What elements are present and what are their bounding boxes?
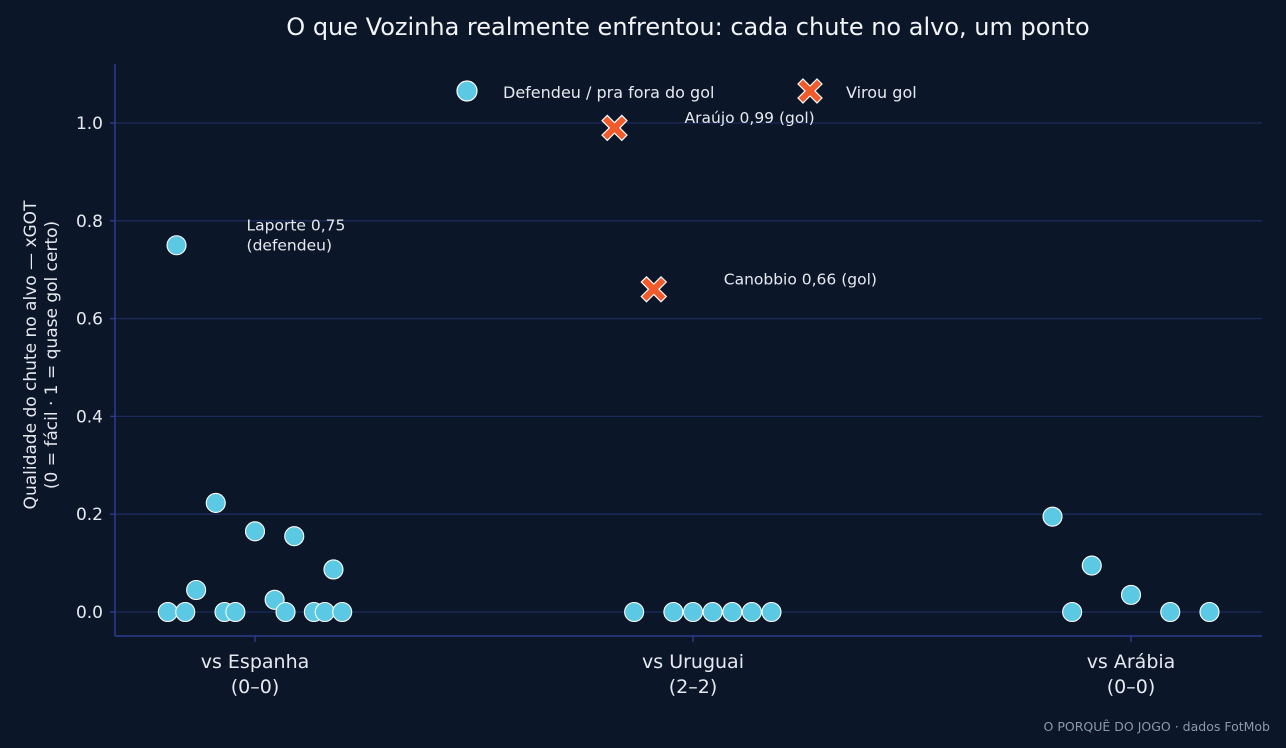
point-saved [722, 601, 743, 623]
point-saved [624, 601, 645, 623]
point-saved [314, 601, 335, 623]
x-category-label: vs Arábia [1087, 651, 1176, 673]
legend-goal-label: Virou gol [846, 83, 917, 102]
y-axis-title-line2: (0 = fácil · 1 = quase gol certo) [42, 221, 62, 489]
point-saved [225, 601, 246, 623]
x-category-score: (0–0) [1107, 676, 1156, 698]
point-saved [1120, 584, 1142, 605]
y-tick-label: 0.6 [76, 310, 103, 330]
y-axis-title: Qualidade do chute no alvo — xGOT (0 = f… [21, 200, 62, 510]
point-goal [601, 114, 628, 142]
point-saved [682, 601, 704, 623]
point-saved [186, 579, 207, 601]
point-saved [275, 601, 296, 623]
point-saved [1062, 601, 1083, 623]
legend: Defendeu / pra fora do gol Virou gol [456, 78, 917, 104]
point-saved [175, 601, 196, 623]
source-credit: O PORQUÊ DO JOGO · dados FotMob [1044, 719, 1271, 734]
point-saved [205, 492, 226, 514]
point-saved [741, 601, 762, 623]
point-annotation: Araújo 0,99 (gol) [685, 109, 815, 127]
point-saved [157, 601, 178, 623]
y-tick-label: 0.4 [76, 407, 103, 427]
x-category-label: vs Uruguai [642, 651, 744, 673]
y-tick-label: 0.8 [76, 212, 103, 232]
point-saved [166, 235, 187, 256]
point-saved [663, 601, 684, 623]
y-axis-title-line1: Qualidade do chute no alvo — xGOT [21, 200, 41, 510]
point-annotation: Canobbio 0,66 (gol) [724, 270, 877, 288]
x-category-label: vs Espanha [201, 651, 310, 673]
x-category-score: (0–0) [231, 676, 280, 698]
point-saved [284, 526, 305, 547]
point-saved [244, 521, 266, 542]
point-saved [1199, 601, 1220, 623]
y-tick-label: 1.0 [76, 114, 103, 134]
y-tick-labels: 0.0 0.2 0.4 0.6 0.8 1.0 [76, 114, 103, 623]
data-points [157, 114, 1220, 623]
legend-goal-marker [797, 78, 823, 104]
point-annotation-line2: (defendeu) [247, 236, 333, 254]
point-annotation: Laporte 0,75 [247, 216, 346, 234]
y-tick-label: 0.2 [76, 505, 103, 525]
annotations: Laporte 0,75 (defendeu) Araújo 0,99 (gol) C… [247, 109, 877, 288]
point-saved [332, 601, 353, 623]
chart-title: O que Vozinha realmente enfrentou: cada … [286, 13, 1089, 41]
point-saved [323, 559, 344, 580]
axes [110, 64, 1262, 637]
x-category-score: (2–2) [669, 676, 718, 698]
legend-saved-marker [456, 80, 478, 102]
y-tick-label: 0.0 [76, 603, 103, 623]
point-saved [1160, 601, 1181, 623]
point-saved [1081, 555, 1102, 576]
point-saved [1042, 506, 1063, 527]
point-saved [702, 601, 723, 623]
point-goal [640, 275, 668, 303]
point-saved [761, 601, 782, 623]
x-category-labels: vs Espanha (0–0) vs Uruguai (2–2) vs Arábia (… [201, 636, 1176, 698]
legend-saved-label: Defendeu / pra fora do gol [503, 83, 714, 102]
